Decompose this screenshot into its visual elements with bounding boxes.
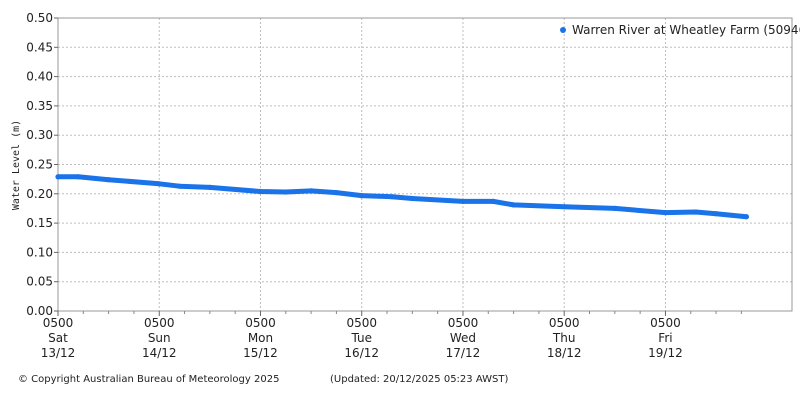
data-point <box>176 183 183 189</box>
x-tick-label: Tue <box>350 331 372 345</box>
x-tick-label: 0500 <box>346 316 377 330</box>
data-point <box>561 204 567 210</box>
y-tick-label: 0.10 <box>26 245 53 259</box>
data-point <box>283 189 289 195</box>
x-tick-label: 16/12 <box>344 346 379 360</box>
legend-entry: Warren River at Wheatley Farm (509465) <box>572 23 800 37</box>
y-tick-label: 0.00 <box>26 304 53 318</box>
y-tick-label: 0.50 <box>26 11 53 25</box>
data-point <box>156 181 162 187</box>
legend: Warren River at Wheatley Farm (509465) <box>560 23 800 37</box>
y-tick-label: 0.05 <box>26 275 53 289</box>
x-tick-label: Mon <box>248 331 273 345</box>
x-tick-label: 0500 <box>549 316 580 330</box>
y-tick-label: 0.20 <box>26 187 53 201</box>
y-tick-label: 0.15 <box>26 216 53 230</box>
data-point <box>75 174 81 180</box>
y-tick-label: 0.40 <box>26 70 53 84</box>
data-point <box>693 209 699 215</box>
water-level-chart: 0.00 0.05 0.10 0.15 0.20 0.25 0.30 0.35 0.40 0.45… <box>11 11 800 360</box>
data-point <box>510 202 517 208</box>
x-tick-label: Fri <box>658 331 672 345</box>
data-point <box>308 188 314 194</box>
data-point <box>612 205 618 211</box>
x-tick-label: 0500 <box>448 316 479 330</box>
x-tick-label: Thu <box>552 331 576 345</box>
x-tick-label: 18/12 <box>547 346 582 360</box>
data-point <box>257 188 264 195</box>
data-point <box>207 184 213 190</box>
x-tick-label: 15/12 <box>243 346 278 360</box>
y-tick-label: 0.35 <box>26 99 53 113</box>
data-point <box>743 214 750 220</box>
x-tick-label: 13/12 <box>41 346 76 360</box>
x-tick-label: Wed <box>450 331 476 345</box>
x-tick-label: Sat <box>48 331 68 345</box>
x-tick-label: 0500 <box>144 316 175 330</box>
y-tick-label: 0.25 <box>26 158 53 172</box>
data-point <box>55 174 61 180</box>
data-point <box>333 190 339 196</box>
updated-timestamp: (Updated: 20/12/2025 05:23 AWST) <box>330 374 509 385</box>
y-tick-label: 0.45 <box>26 40 53 54</box>
data-point <box>106 177 112 183</box>
data-point <box>662 210 669 216</box>
x-tick-label: Sun <box>148 331 171 345</box>
legend-marker-icon <box>560 27 566 33</box>
x-tick-label: 19/12 <box>648 346 683 360</box>
x-axis: 0500Sat13/120500Sun14/120500Mon15/120500… <box>41 311 742 360</box>
data-point <box>409 195 415 202</box>
data-point <box>389 194 395 200</box>
y-axis: 0.00 0.05 0.10 0.15 0.20 0.25 0.30 0.35 0.40 0.45… <box>26 11 58 318</box>
x-tick-label: 0500 <box>650 316 681 330</box>
y-tick-label: 0.30 <box>26 128 53 142</box>
plot-area <box>57 17 793 312</box>
x-tick-label: 0500 <box>245 316 276 330</box>
y-axis-label: Water Level (m) <box>11 120 22 210</box>
data-point <box>713 211 719 217</box>
copyright-notice: © Copyright Australian Bureau of Meteoro… <box>18 374 280 385</box>
data-point <box>460 198 466 204</box>
data-point <box>490 198 496 204</box>
x-tick-label: 0500 <box>43 316 74 330</box>
series-line <box>55 174 749 220</box>
chart-grid <box>58 18 792 311</box>
x-tick-label: 14/12 <box>142 346 177 360</box>
data-point <box>359 193 365 199</box>
series-layer <box>55 174 750 220</box>
x-tick-label: 17/12 <box>446 346 481 360</box>
